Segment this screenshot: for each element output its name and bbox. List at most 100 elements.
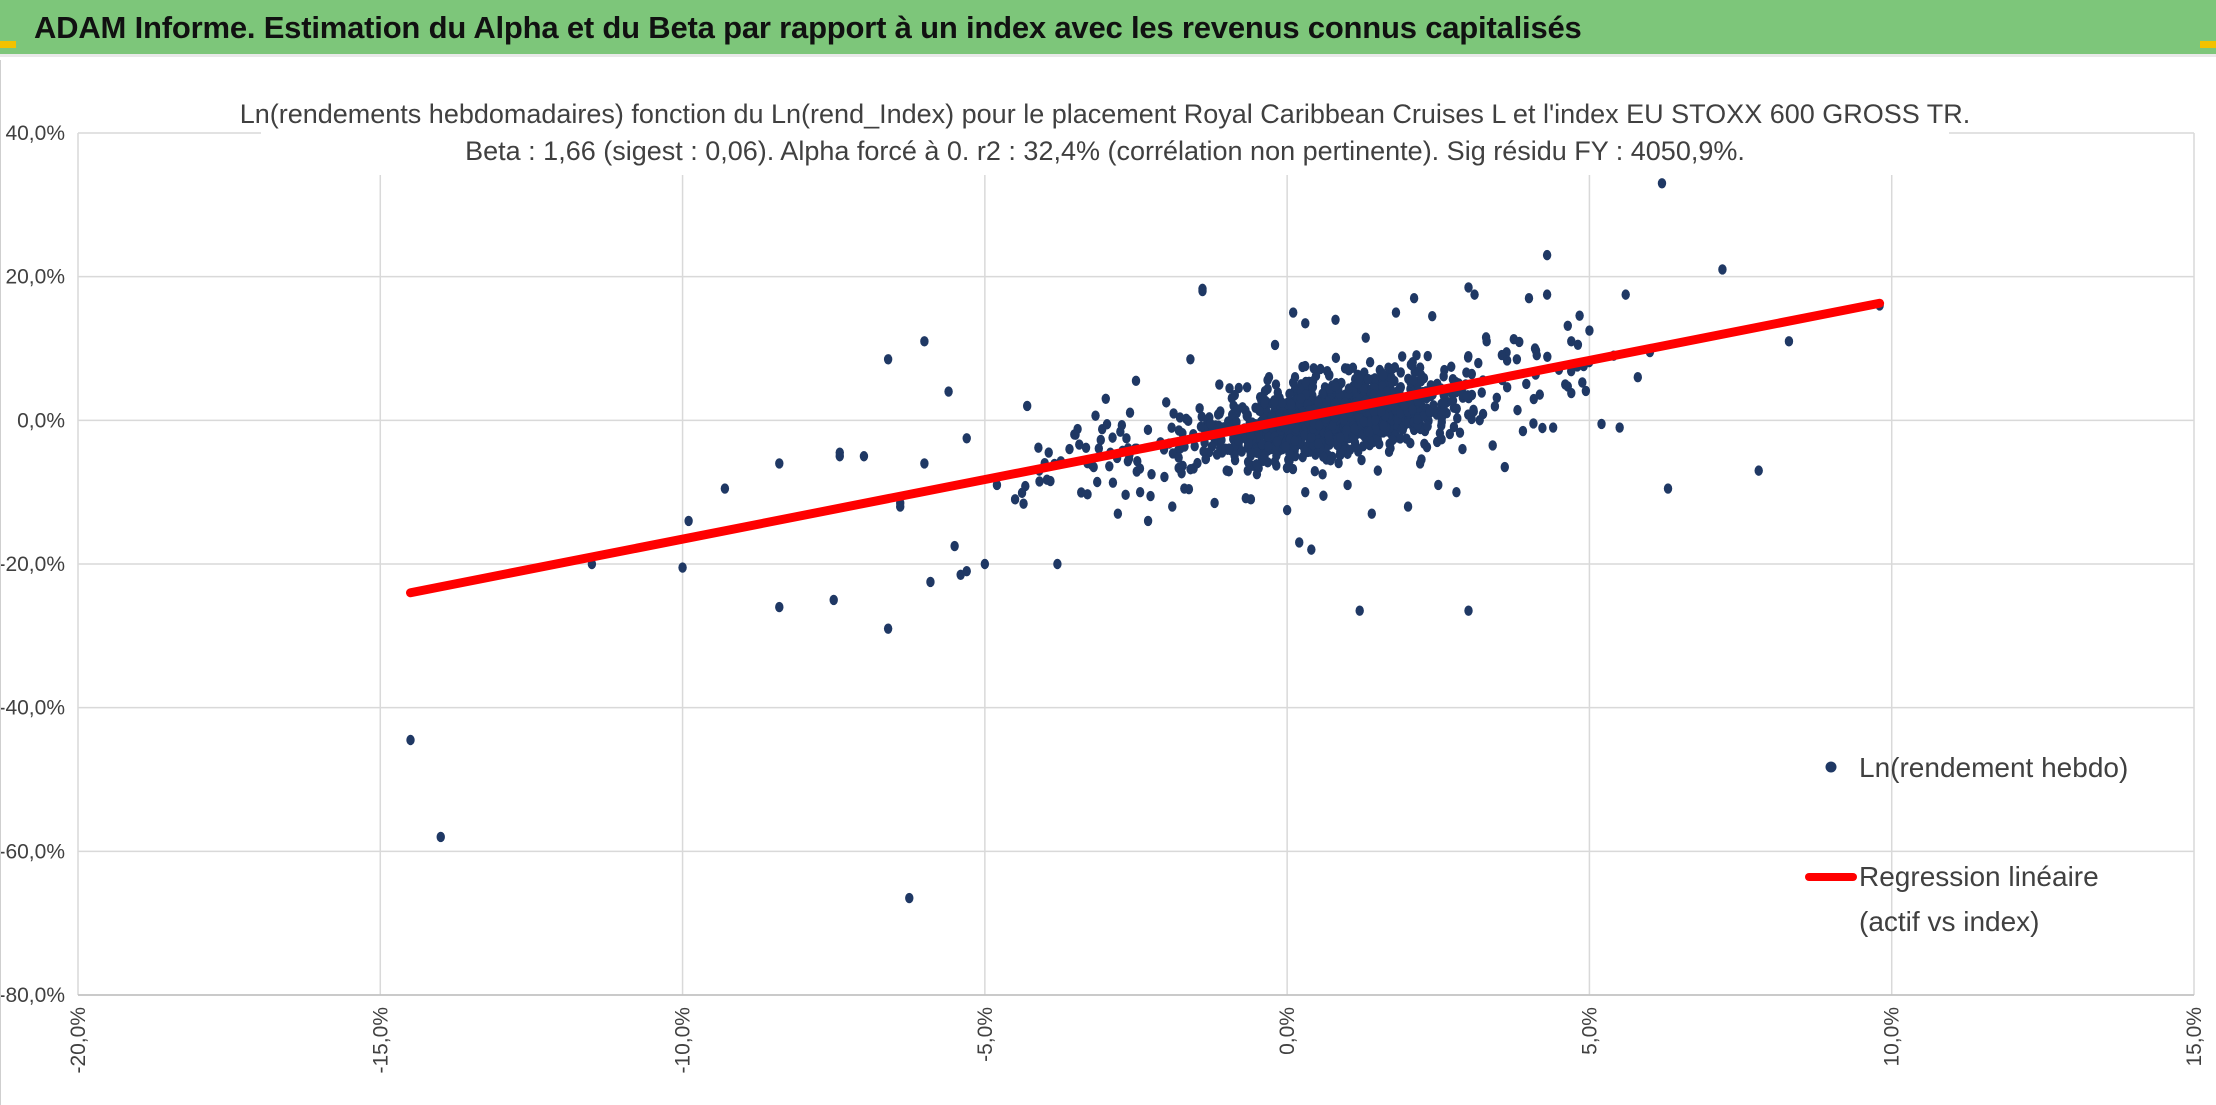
data-point	[1663, 483, 1673, 494]
chart-title-line-2: Beta : 1,66 (sigest : 0,06). Alpha forcé…	[465, 136, 1745, 166]
data-point	[1301, 318, 1310, 329]
data-point	[1458, 443, 1467, 455]
data-point	[1108, 477, 1118, 488]
data-point	[1230, 450, 1239, 461]
scatter-points	[406, 178, 1884, 904]
data-point	[1135, 486, 1145, 498]
data-point	[1282, 504, 1292, 516]
data-point	[1195, 403, 1204, 414]
data-point	[1335, 432, 1345, 444]
x-tick-label: 10,0%	[1881, 1007, 1904, 1067]
data-point	[1174, 452, 1183, 463]
data-point	[1224, 466, 1234, 477]
data-point	[406, 734, 415, 746]
data-point	[1477, 387, 1486, 398]
y-tick-label: -40,0%	[1, 697, 65, 720]
data-point	[1122, 433, 1131, 444]
data-point	[980, 558, 990, 570]
data-point	[1212, 449, 1222, 460]
title-banner: ADAM Informe. Estimation du Alpha et du …	[0, 0, 2216, 57]
data-point	[1296, 393, 1306, 404]
data-point	[1409, 293, 1419, 304]
data-point	[1295, 537, 1304, 548]
data-point	[1319, 490, 1328, 501]
data-point	[1227, 392, 1237, 404]
y-tick-label: 0,0%	[17, 409, 65, 432]
data-point	[1252, 447, 1262, 458]
data-point	[1359, 416, 1368, 427]
data-point	[1243, 465, 1252, 476]
data-point	[1251, 402, 1260, 413]
data-point	[1563, 320, 1572, 331]
data-point	[1034, 442, 1043, 453]
data-point	[1290, 435, 1299, 446]
data-point	[1348, 362, 1358, 373]
data-point	[1308, 376, 1318, 387]
data-point	[1273, 387, 1282, 398]
data-point	[775, 458, 784, 469]
data-point	[1474, 357, 1483, 369]
data-point	[1345, 444, 1355, 455]
data-point	[1524, 293, 1534, 304]
data-point	[1301, 376, 1311, 388]
data-point	[1492, 392, 1501, 403]
data-point	[1083, 489, 1092, 500]
data-point	[1428, 310, 1437, 322]
data-point	[1488, 440, 1497, 451]
data-point	[1409, 374, 1418, 386]
data-point	[1168, 501, 1177, 512]
data-point	[1121, 489, 1130, 501]
data-point	[1621, 289, 1630, 300]
x-tick-label: -20,0%	[67, 1007, 90, 1074]
page-title: ADAM Informe. Estimation du Alpha et du …	[34, 10, 1582, 45]
data-point	[1475, 415, 1484, 426]
data-point	[1307, 432, 1316, 443]
data-point	[1343, 479, 1352, 491]
chart-title-line-1: Ln(rendements hebdomadaires) fonction du…	[240, 99, 1971, 129]
data-point	[1407, 360, 1417, 371]
data-point	[1093, 476, 1102, 488]
data-point	[1175, 412, 1185, 423]
data-point	[1396, 367, 1405, 378]
data-point	[1548, 422, 1558, 433]
data-point	[1232, 416, 1241, 428]
data-point	[944, 386, 953, 397]
data-point	[1397, 351, 1407, 362]
data-point	[1288, 307, 1298, 318]
data-point	[1184, 484, 1194, 495]
data-point	[1481, 332, 1491, 343]
data-point	[962, 433, 971, 444]
data-point	[1369, 389, 1379, 400]
corner-accent-top-left	[0, 41, 16, 48]
y-tick-label: 40,0%	[5, 122, 65, 145]
data-point	[1286, 398, 1296, 410]
y-tick-label: -60,0%	[1, 840, 65, 863]
data-point	[1328, 420, 1337, 431]
data-point	[1542, 289, 1552, 300]
data-point	[1147, 469, 1156, 480]
data-point	[1387, 372, 1396, 383]
data-point	[1017, 487, 1027, 499]
data-point	[1210, 497, 1219, 509]
data-point	[1513, 404, 1522, 416]
data-point	[1318, 451, 1328, 462]
data-point	[1377, 406, 1386, 417]
data-point	[720, 483, 730, 494]
data-point	[1316, 363, 1325, 375]
data-point	[1237, 446, 1246, 457]
data-point	[1361, 332, 1370, 343]
data-point	[1462, 390, 1472, 402]
data-point	[1216, 406, 1225, 417]
data-point	[962, 565, 971, 577]
data-point	[1417, 454, 1426, 465]
data-point	[1522, 378, 1531, 390]
y-tick-label: 20,0%	[5, 266, 65, 289]
data-point	[1344, 383, 1354, 394]
data-point	[1101, 393, 1110, 404]
data-point	[1420, 438, 1429, 449]
data-point	[1331, 381, 1340, 392]
data-point	[1633, 372, 1642, 383]
data-point	[1470, 289, 1479, 300]
data-point	[1264, 431, 1273, 442]
data-point	[1355, 605, 1364, 616]
